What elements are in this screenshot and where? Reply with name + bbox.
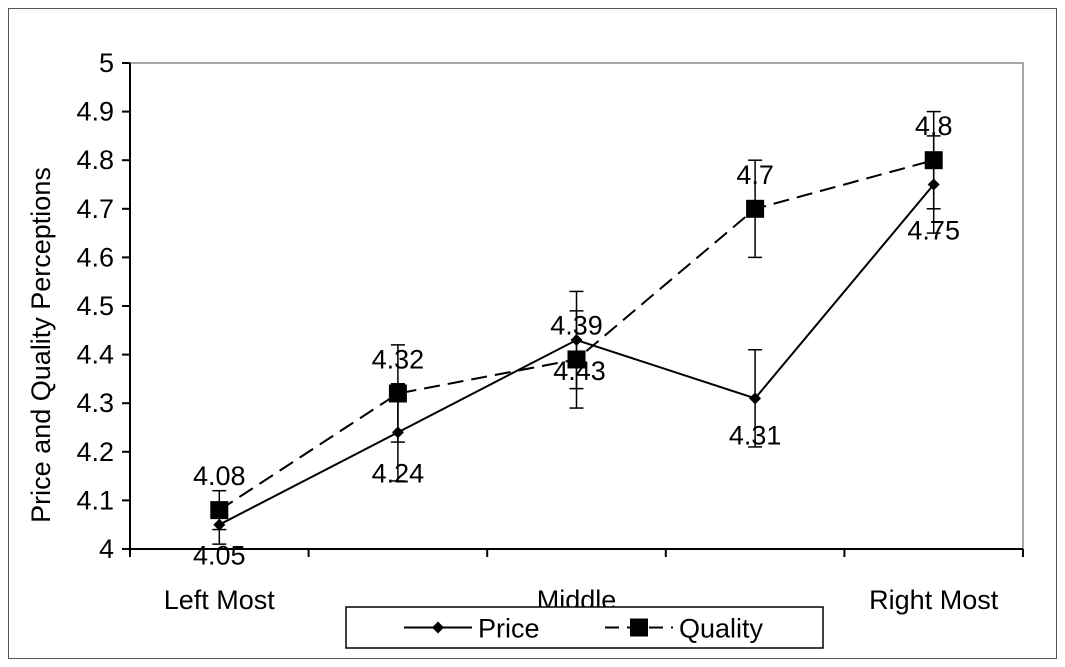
y-tick-label: 4.5 bbox=[76, 291, 114, 321]
data-label: 4.05 bbox=[193, 541, 246, 571]
legend-price-label: Price bbox=[478, 614, 540, 644]
y-tick-label: 4.8 bbox=[76, 145, 114, 175]
chart-frame bbox=[8, 8, 1057, 659]
y-tick-label: 4.7 bbox=[76, 194, 114, 224]
x-category-label: Right Most bbox=[869, 585, 999, 615]
chart-legend: Price Quality bbox=[345, 606, 824, 649]
legend-quality-marker bbox=[630, 618, 648, 637]
data-label: 4.31 bbox=[729, 420, 782, 450]
y-tick-label: 4.9 bbox=[76, 97, 114, 127]
data-label: 4.39 bbox=[550, 310, 603, 340]
data-label: 4.8 bbox=[915, 111, 953, 141]
legend-quality-label: Quality bbox=[679, 614, 764, 644]
data-label: 4.75 bbox=[907, 216, 960, 246]
series-price: 4.054.244.434.314.75 bbox=[193, 135, 960, 571]
y-axis-ticks: 4 4.1 4.2 4.3 4.4 4.5 4.6 4.7 4.8 4.9 5 bbox=[76, 48, 130, 564]
y-tick-label: 4.4 bbox=[76, 340, 114, 370]
chart-series: 4.054.244.434.314.754.084.324.394.74.8 bbox=[193, 110, 960, 571]
data-label: 4.08 bbox=[193, 461, 246, 491]
data-label: 4.7 bbox=[736, 160, 774, 190]
y-tick-label: 4.3 bbox=[76, 388, 114, 418]
data-label: 4.32 bbox=[372, 344, 425, 374]
data-point-square bbox=[567, 350, 586, 369]
y-tick-label: 4 bbox=[99, 534, 114, 564]
legend-price-marker bbox=[432, 621, 444, 634]
data-point-square bbox=[210, 501, 229, 520]
y-axis-title: Price and Quality Perceptions bbox=[26, 167, 56, 523]
series-quality: 4.08 4.32 4.39 4.7 4.8 bbox=[193, 110, 953, 531]
y-tick-label: 5 bbox=[99, 48, 114, 78]
x-category-label: Left Most bbox=[164, 585, 276, 615]
data-point-square bbox=[746, 199, 765, 218]
y-tick-label: 4.6 bbox=[76, 242, 114, 272]
y-tick-label: 4.2 bbox=[76, 437, 114, 467]
data-point-square bbox=[388, 384, 407, 403]
y-tick-label: 4.1 bbox=[76, 485, 114, 515]
data-point-square bbox=[924, 151, 943, 170]
data-point-diamond bbox=[749, 392, 762, 405]
data-label: 4.24 bbox=[372, 458, 425, 488]
